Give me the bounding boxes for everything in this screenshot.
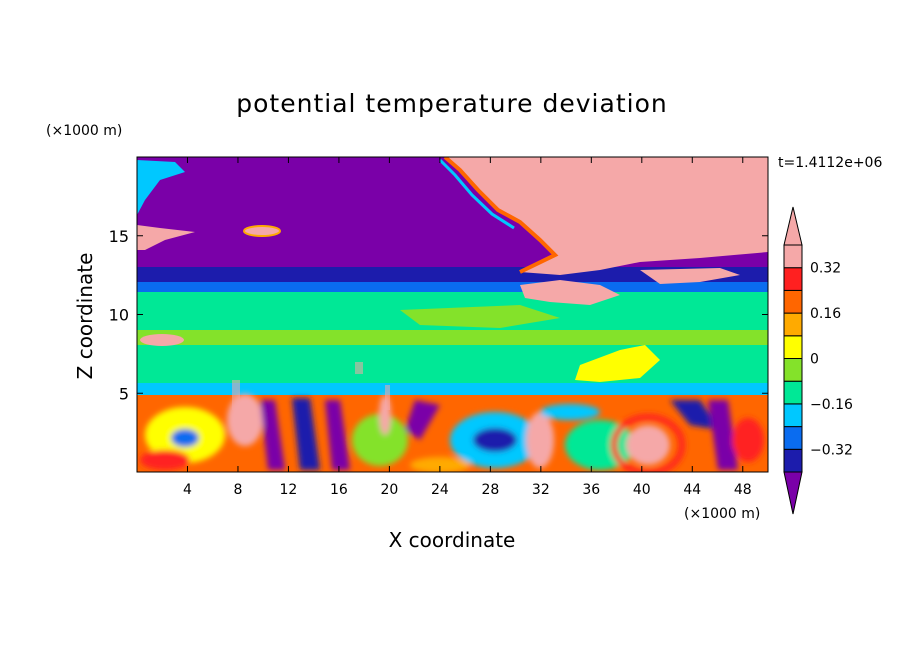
colorbar-swatch-9 (783, 244, 803, 269)
field-green-patch (400, 305, 560, 328)
x-axis-unit: (×1000 m) (684, 506, 760, 522)
colorbar-label-1: 0.16 (810, 306, 841, 322)
field-upper-pink-edge (443, 157, 559, 274)
colorbar-label-3: −0.16 (810, 397, 853, 413)
contour-field (137, 157, 768, 472)
y-axis-unit: (×1000 m) (46, 123, 122, 139)
field-upper-left-blob (243, 225, 281, 237)
plumes (232, 362, 390, 410)
field-yellow-patch (575, 345, 660, 382)
field-mid-pink-streak (520, 280, 620, 305)
colorbar-label-0: 0.32 (810, 261, 841, 277)
colorbar-swatch-1 (783, 426, 803, 450)
colorbar-swatch-min (783, 471, 803, 515)
field-band-blue (137, 266, 768, 282)
colorbar-swatch-2 (783, 403, 803, 428)
x-tick-label-2: 12 (280, 482, 298, 498)
x-tick-label-6: 28 (481, 482, 499, 498)
colorbar-swatch-8 (783, 267, 803, 291)
x-tick-label-10: 44 (683, 482, 701, 498)
field-band-cyan-2 (137, 345, 768, 385)
colorbar-label-4: −0.32 (810, 442, 853, 458)
x-tick-label-1: 8 (233, 482, 242, 498)
x-tick-label-11: 48 (734, 482, 752, 498)
colorbar (783, 206, 803, 515)
chart-title: potential temperature deviation (236, 89, 667, 118)
colorbar-swatch-max (783, 206, 803, 246)
colorbar-swatch-6 (783, 312, 803, 337)
colorbar-label-2: 0 (810, 352, 819, 368)
field-upper-pink (445, 157, 768, 275)
x-tick-label-3: 16 (330, 482, 348, 498)
time-label: t=1.4112e+06 (778, 155, 882, 171)
y-axis-label: Z coordinate (73, 253, 97, 380)
y-axis-ticks: 5 10 15 (109, 227, 768, 403)
x-axis-ticks: 4 8 12 16 20 24 28 32 36 40 44 48 (183, 157, 752, 498)
field-upper-pink-edge-2 (438, 158, 515, 230)
x-tick-label-8: 36 (582, 482, 600, 498)
x-tick-label-7: 32 (532, 482, 550, 498)
colorbar-swatch-3 (783, 380, 803, 405)
field-upper-left-pink (137, 225, 195, 250)
field-band-lightblue-2 (137, 383, 768, 395)
x-tick-label-4: 20 (380, 482, 398, 498)
field-upper-left-edge (137, 160, 185, 215)
y-tick-label-0: 5 (119, 384, 129, 403)
y-tick-label-2: 15 (109, 227, 129, 246)
x-tick-label-5: 24 (431, 482, 449, 498)
colorbar-swatch-7 (783, 289, 803, 314)
colorbar-swatch-4 (783, 358, 803, 382)
colorbar-labels: 0.32 0.16 0 −0.16 −0.32 (810, 261, 853, 459)
field-mid-pink-streak-2 (640, 268, 740, 284)
field-left-pink-blob (140, 334, 184, 346)
colorbar-swatch-0 (783, 448, 803, 473)
y-tick-label-1: 10 (109, 306, 129, 325)
x-tick-label-0: 4 (183, 482, 192, 498)
colorbar-swatch-5 (783, 335, 803, 359)
x-tick-label-9: 40 (633, 482, 651, 498)
x-axis-label: X coordinate (389, 528, 516, 552)
field-band-lightblue (137, 282, 768, 292)
